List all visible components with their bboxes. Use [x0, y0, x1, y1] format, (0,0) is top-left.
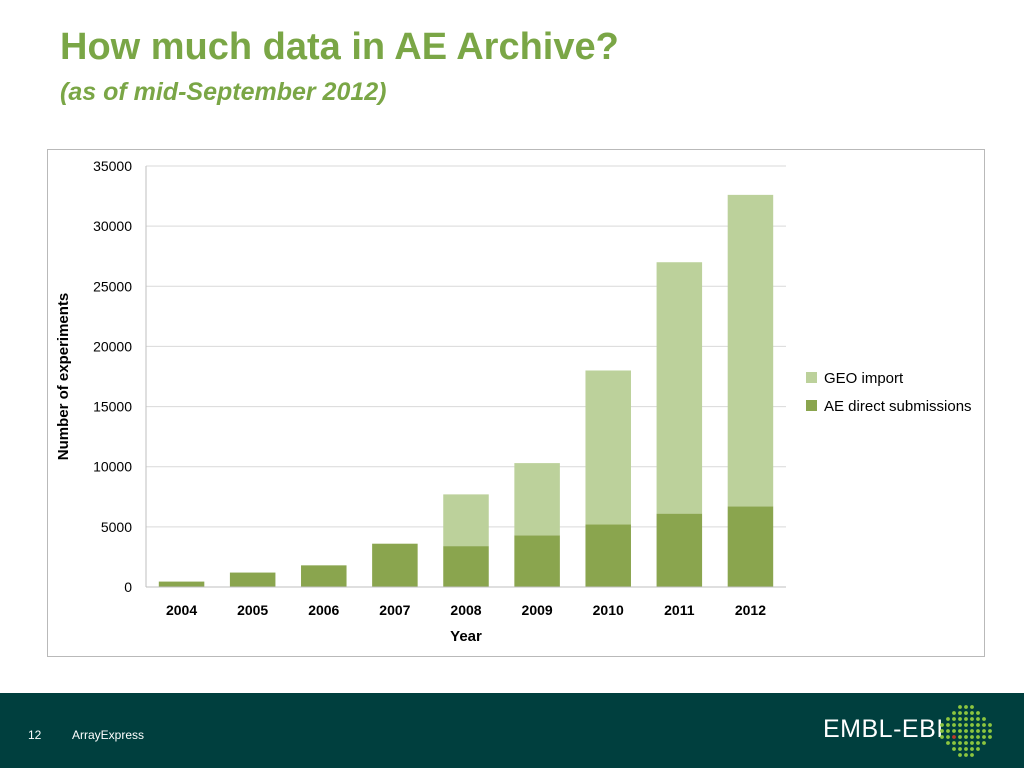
- bars: [158, 194, 774, 587]
- legend: GEO import AE direct submissions: [806, 370, 972, 415]
- bar-ae-direct-submissions-2012: [727, 506, 774, 587]
- bar-ae-direct-submissions-2010: [585, 524, 631, 587]
- x-axis-title: Year: [450, 628, 482, 645]
- y-tick-label: 20000: [93, 338, 132, 354]
- x-tick-label: 2011: [664, 602, 695, 618]
- slide-subtitle: (as of mid-September 2012): [60, 78, 387, 106]
- bar-geo-import-2008: [443, 494, 489, 547]
- x-tick-label: 2007: [379, 602, 410, 618]
- legend-swatch: [806, 400, 817, 411]
- slide-title: How much data in AE Archive?: [60, 26, 619, 68]
- logo-text: EMBL-EBI: [823, 715, 944, 743]
- y-tick-label: 0: [124, 579, 132, 595]
- y-tick-label: 15000: [93, 399, 132, 415]
- gridlines: [146, 165, 786, 588]
- x-tick-label: 2008: [450, 602, 481, 618]
- footer-bar: 12 ArrayExpress EMBL-EBI: [0, 693, 1024, 768]
- y-tick-label: 5000: [101, 519, 132, 535]
- x-tick-label: 2010: [593, 602, 624, 618]
- bar-geo-import-2010: [585, 370, 631, 525]
- y-tick-label: 10000: [93, 459, 132, 475]
- x-tick-label: 2005: [237, 602, 268, 618]
- bar-geo-import-2009: [514, 463, 560, 536]
- axes: 0 5000 10000 15000 20000 25000 30000 35000 2004 2…: [55, 158, 786, 645]
- x-tick-label: 2009: [522, 602, 553, 618]
- y-tick-label: 35000: [93, 158, 132, 174]
- bar-ae-direct-submissions-2005: [229, 572, 276, 587]
- x-tick-label: 2012: [735, 602, 766, 618]
- bar-ae-direct-submissions-2007: [372, 543, 418, 587]
- y-axis-title: Number of experiments: [55, 293, 72, 461]
- bar-ae-direct-submissions-2009: [514, 535, 560, 587]
- page-number: 12: [28, 728, 42, 742]
- legend-label: GEO import: [824, 370, 904, 387]
- x-tick-label: 2004: [166, 602, 197, 618]
- footer-label: ArrayExpress: [72, 728, 145, 742]
- x-tick-label: 2006: [308, 602, 339, 618]
- bar-geo-import-2012: [727, 194, 774, 507]
- bar-geo-import-2011: [656, 262, 703, 514]
- embl-ebi-logo-icon: [940, 705, 992, 757]
- stacked-bar-chart: 0 5000 10000 15000 20000 25000 30000 35000 2004 2…: [55, 158, 972, 645]
- bar-ae-direct-submissions-2004: [158, 581, 205, 587]
- y-tick-label: 30000: [93, 218, 132, 234]
- bar-ae-direct-submissions-2006: [301, 565, 347, 587]
- y-tick-label: 25000: [93, 278, 132, 294]
- bar-ae-direct-submissions-2011: [656, 513, 703, 587]
- chart-frame: 0 5000 10000 15000 20000 25000 30000 35000 2004 2…: [47, 149, 985, 657]
- legend-swatch: [806, 372, 817, 383]
- bar-ae-direct-submissions-2008: [443, 546, 489, 587]
- legend-label: AE direct submissions: [824, 398, 972, 415]
